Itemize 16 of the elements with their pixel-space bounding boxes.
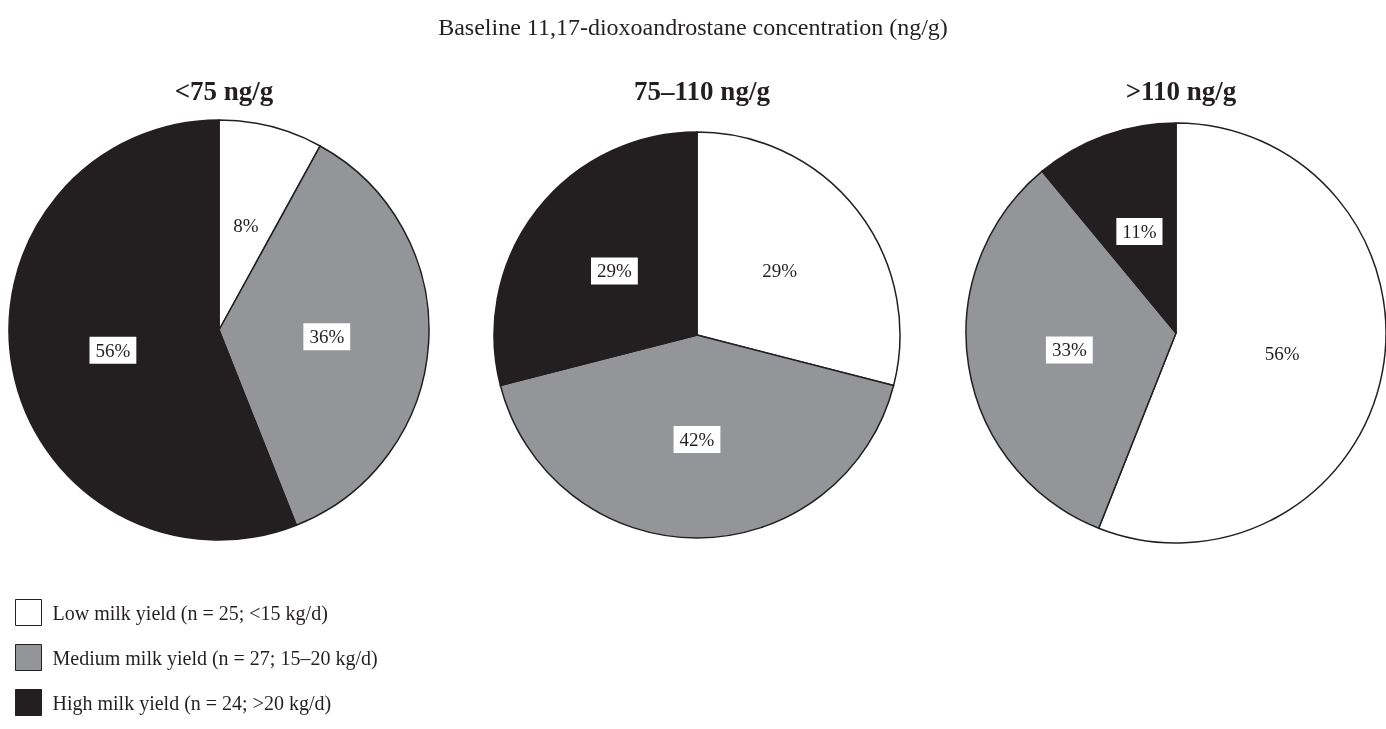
legend-label: High milk yield (n = 24; >20 kg/d) [52, 691, 332, 715]
data-label: 56% [1264, 342, 1300, 364]
text: Baseline 11,17-dioxoandrostane concentration (ng/g) [437, 14, 949, 41]
data-label: 11% [1122, 220, 1157, 242]
data-label: 29% [597, 260, 633, 282]
data-label: 33% [1051, 339, 1087, 361]
chart-title: <75 ng/g [174, 75, 274, 106]
data-label: 36% [309, 326, 345, 348]
legend-label: Low milk yield (n = 25; <15 kg/d) [52, 601, 328, 625]
data-label: 42% [679, 429, 715, 450]
data-label: 29% [762, 260, 798, 282]
legend-label: Medium milk yield (n = 27; 15–20 kg/d) [52, 646, 378, 670]
chart-title: >110 ng/g [1125, 75, 1237, 106]
chart-title: 75–110 ng/g [634, 75, 771, 106]
data-label: 8% [233, 214, 259, 236]
data-label: 56% [95, 339, 131, 361]
